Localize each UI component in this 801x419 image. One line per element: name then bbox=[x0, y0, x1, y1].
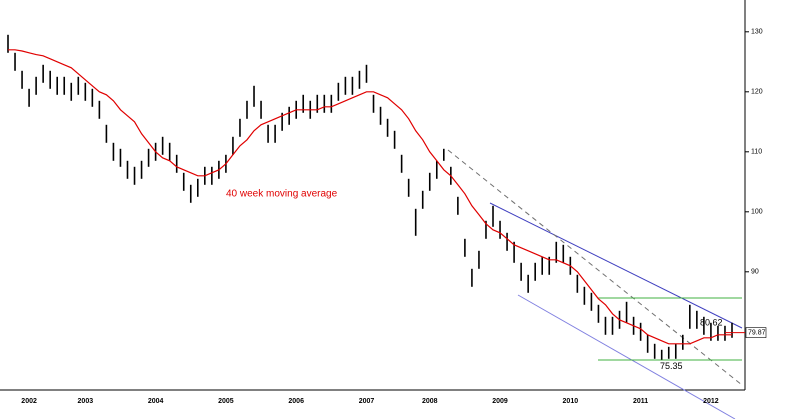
y-tick-label: 110 bbox=[751, 149, 762, 156]
last-price-box bbox=[745, 327, 767, 338]
level-high-label: 80.62 bbox=[700, 317, 723, 327]
lower-trendline bbox=[517, 294, 736, 419]
last-price-label: 79.87 bbox=[748, 329, 766, 336]
x-tick-label: 2005 bbox=[218, 398, 234, 405]
x-tick-label: 2007 bbox=[359, 398, 375, 405]
x-tick-label: 2003 bbox=[78, 398, 94, 405]
x-tick-label: 2010 bbox=[563, 398, 579, 405]
upper-trendline bbox=[489, 202, 743, 329]
dashed-trendline bbox=[447, 149, 743, 386]
y-tick-label: 120 bbox=[751, 89, 763, 96]
level-low-label: 75.35 bbox=[660, 361, 683, 371]
y-tick-label: 100 bbox=[751, 209, 763, 216]
x-tick-label: 2008 bbox=[422, 398, 438, 405]
y-tick-label: 130 bbox=[751, 29, 763, 36]
x-tick-label: 2011 bbox=[633, 398, 648, 405]
y-tick-label: 90 bbox=[751, 269, 759, 276]
ma-label: 40 week moving average bbox=[226, 189, 338, 200]
x-tick-label: 2004 bbox=[148, 398, 164, 405]
x-tick-label: 2002 bbox=[21, 398, 37, 405]
x-tick-label: 2009 bbox=[492, 398, 508, 405]
moving-average bbox=[8, 49, 732, 345]
x-tick-label: 2012 bbox=[703, 398, 719, 405]
x-tick-label: 2006 bbox=[288, 398, 304, 405]
